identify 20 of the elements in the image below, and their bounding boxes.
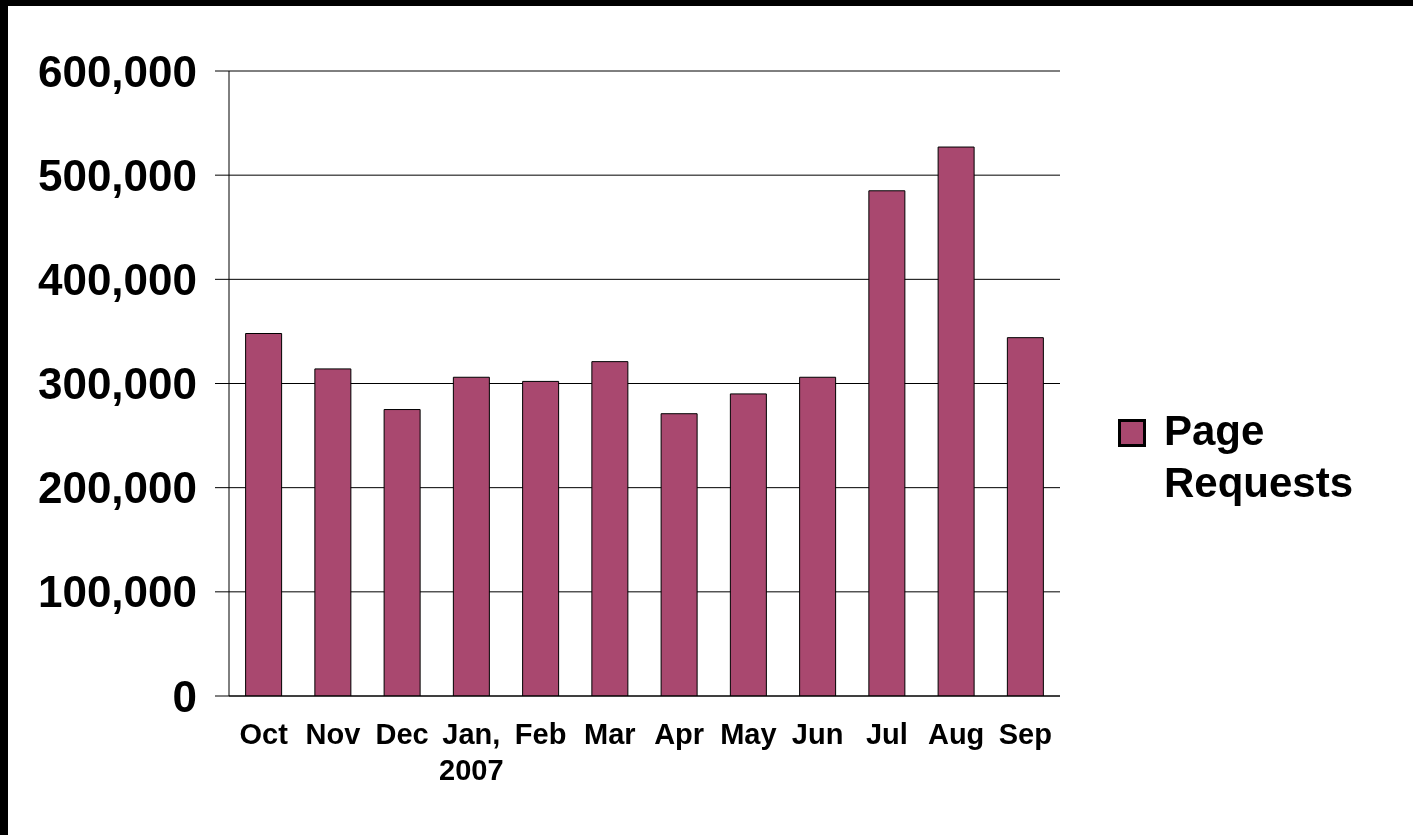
x-tick-label: Jun (791, 717, 844, 750)
x-tick-label: Oct (239, 717, 289, 750)
x-tick-label: May (720, 717, 777, 750)
x-tick-label: Sep (998, 717, 1052, 750)
legend-label: Page Requests (1164, 406, 1355, 508)
x-tick-label: Mar (584, 717, 636, 750)
x-tick-label: Jul (865, 717, 908, 750)
y-tick-label: 600,000 (37, 46, 197, 96)
x-tick-label: Dec (375, 717, 429, 750)
x-tick-label: Feb (514, 717, 567, 750)
y-tick-label: 100,000 (37, 567, 197, 617)
y-tick-label: 300,000 (37, 359, 197, 409)
x-tick-label: Aug (927, 717, 985, 750)
x-tick-label: Apr (654, 717, 705, 750)
y-tick-label: 400,000 (37, 254, 197, 304)
y-tick-label: 200,000 (37, 463, 197, 513)
y-tick-label: 500,000 (37, 150, 197, 200)
x-tick-label: Nov (305, 717, 361, 750)
y-tick-label: 0 (172, 671, 197, 721)
x-tick-label: Jan, 2007 (439, 717, 504, 786)
